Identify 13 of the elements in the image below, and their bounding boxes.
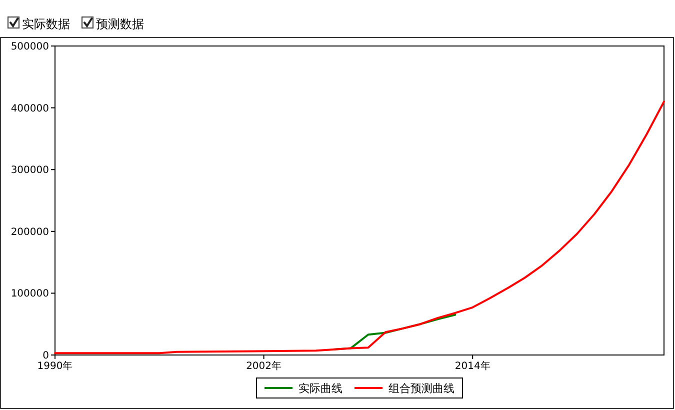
legend-label: 组合预测曲线 bbox=[388, 382, 454, 395]
y-tick-label: 500000 bbox=[10, 42, 49, 52]
y-tick-label: 400000 bbox=[10, 103, 49, 114]
legend-label: 实际曲线 bbox=[298, 382, 342, 395]
text: 预测数据 bbox=[96, 17, 144, 31]
y-tick-label: 100000 bbox=[10, 288, 49, 300]
x-tick-label: 1990年 bbox=[37, 360, 73, 372]
y-tick-label: 200000 bbox=[10, 226, 49, 238]
y-tick-label: 300000 bbox=[10, 165, 49, 176]
x-tick-label: 2014年 bbox=[454, 360, 490, 372]
y-tick-label: 0 bbox=[42, 350, 49, 362]
x-tick-label: 2002年 bbox=[246, 360, 282, 372]
text: 实际数据 bbox=[22, 17, 70, 31]
